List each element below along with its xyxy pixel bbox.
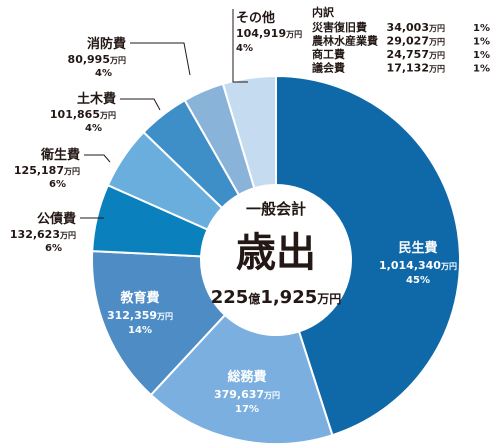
center-caption: 一般会計 — [246, 200, 306, 218]
slice-7-bracket — [232, 9, 248, 83]
center-man-unit: 万円 — [316, 292, 341, 306]
slice-0-wedge — [275, 74, 461, 437]
slice-7-name: その他 — [236, 10, 275, 26]
slice-4-value: 125,187万円 — [14, 164, 80, 177]
breakdown-item-1-percent: 1% — [473, 37, 490, 48]
center-oku-unit: 億 — [248, 291, 260, 306]
slice-2-wedge — [91, 250, 227, 397]
breakdown-item-1-value: 29,027万円 — [387, 35, 445, 48]
slice-0-name: 民生費 — [398, 240, 437, 256]
leader-lines — [80, 9, 248, 219]
center-total-oku: 225 — [211, 287, 249, 308]
slice-5-percent: 4% — [85, 123, 102, 134]
slice-4-leader — [84, 154, 111, 163]
slice-5-leader — [120, 98, 161, 111]
breakdown-item-3-value: 17,132万円 — [387, 62, 445, 75]
breakdown-item-2-percent: 1% — [473, 50, 490, 61]
slice-labels: 民生費 1,014,340万円 45% 総務費 379,637万円 17% 教育費 312,3… — [10, 5, 490, 415]
slice-1-percent: 17% — [235, 404, 259, 415]
slice-6-name: 消防費 — [87, 36, 126, 52]
slice-5-value: 101,865万円 — [50, 108, 116, 121]
breakdown-item-0-value: 34,003万円 — [387, 21, 445, 34]
breakdown-item-3-name: 議会費 — [312, 61, 345, 75]
slice-6-leader — [130, 42, 191, 76]
slice-7-percent: 4% — [236, 43, 253, 54]
slice-3-name: 公債費 — [37, 211, 76, 227]
breakdown-item-3-percent: 1% — [473, 64, 490, 75]
slice-0-percent: 45% — [406, 275, 430, 286]
slice-5-name: 土木費 — [77, 91, 116, 107]
slice-3-percent: 6% — [45, 243, 62, 254]
slice-6-value: 80,995万円 — [68, 53, 126, 66]
center-label: 一般会計 歳出 225億1,925万円 — [211, 200, 342, 308]
center-total-man: 1,925 — [260, 287, 317, 308]
slice-3-value: 132,623万円 — [10, 228, 76, 241]
slice-4-name: 衛生費 — [40, 147, 80, 163]
breakdown-item-1-name: 農林水産業費 — [312, 34, 378, 48]
slice-0-value: 1,014,340万円 — [379, 259, 457, 272]
slice-2-name: 教育費 — [119, 290, 159, 306]
center-total: 225億1,925万円 — [211, 287, 342, 308]
center-title: 歳出 — [236, 230, 316, 276]
slice-1-name: 総務費 — [227, 369, 266, 385]
breakdown-item-0-percent: 1% — [473, 23, 490, 34]
breakdown-item-0-name: 災害復旧費 — [311, 20, 367, 34]
slice-2-percent: 14% — [128, 325, 152, 336]
breakdown-title: 内訳 — [312, 5, 335, 19]
slice-7-wedge — [221, 74, 277, 190]
slice-1-value: 379,637万円 — [214, 388, 280, 401]
slice-7-value: 104,919万円 — [236, 27, 302, 40]
slice-6-percent: 4% — [95, 68, 112, 79]
donut-slices — [91, 74, 461, 444]
slice-4-percent: 6% — [49, 179, 66, 190]
breakdown-item-2-name: 商工費 — [312, 47, 345, 61]
slice-2-value: 312,359万円 — [107, 309, 173, 322]
breakdown-item-2-value: 24,757万円 — [387, 48, 445, 61]
